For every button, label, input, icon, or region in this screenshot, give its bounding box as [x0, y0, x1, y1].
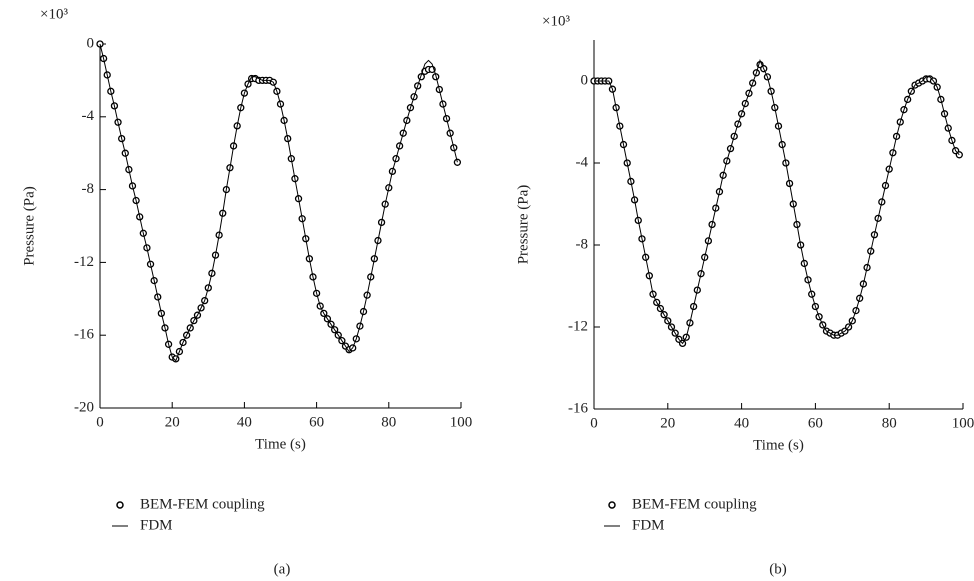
x-tick-label: 0 — [96, 414, 104, 430]
x-tick-label: 60 — [309, 414, 324, 430]
y-scale-label: ×10³ — [542, 13, 570, 29]
y-tick-label: -20 — [74, 399, 94, 415]
fdm-line — [594, 59, 960, 345]
x-tick-label: 20 — [165, 414, 180, 430]
legend-label: FDM — [140, 517, 173, 533]
x-axis-label: Time (s) — [753, 437, 804, 453]
x-tick-label: 20 — [660, 415, 675, 431]
y-tick-label: -8 — [82, 181, 95, 197]
x-tick-label: 40 — [734, 415, 749, 431]
legend-label: BEM-FEM coupling — [632, 496, 757, 512]
legend-marker — [116, 501, 124, 509]
caption: (b) — [769, 561, 787, 577]
y-tick-label: -4 — [576, 154, 589, 170]
fdm-line — [99, 43, 458, 362]
x-tick-label: 80 — [381, 414, 396, 430]
y-axis-label: Pressure (Pa) — [515, 185, 531, 265]
x-tick-label: 100 — [450, 414, 473, 430]
x-axis-label: Time (s) — [255, 436, 306, 452]
chart: -20 -16 -12 -8 -4 0 0 20 40 60 80 100 Time (s) Pressu… — [21, 6, 472, 577]
legend-marker — [608, 501, 616, 509]
y-tick-label: -12 — [568, 318, 588, 334]
y-tick-label: -16 — [568, 400, 588, 416]
x-tick-label: 100 — [952, 415, 974, 431]
y-tick-label: -8 — [576, 236, 589, 252]
y-tick-label: -12 — [74, 254, 94, 270]
caption: (a) — [274, 561, 291, 577]
x-tick-label: 0 — [590, 415, 598, 431]
y-tick-label: -16 — [74, 327, 94, 343]
y-scale-label: ×10³ — [40, 6, 68, 22]
y-tick-label: -4 — [82, 108, 95, 124]
y-tick-label: 0 — [87, 35, 95, 51]
x-tick-label: 60 — [808, 415, 823, 431]
y-tick-label: 0 — [581, 72, 589, 88]
chart: -16 -12 -8 -4 0 0 20 40 60 80 100 Time (s) Pressure … — [515, 13, 974, 577]
y-axis-label: Pressure (Pa) — [21, 186, 37, 266]
x-tick-label: 40 — [237, 414, 252, 430]
legend-label: FDM — [632, 517, 665, 533]
x-tick-label: 80 — [882, 415, 897, 431]
legend-label: BEM-FEM coupling — [140, 496, 265, 512]
